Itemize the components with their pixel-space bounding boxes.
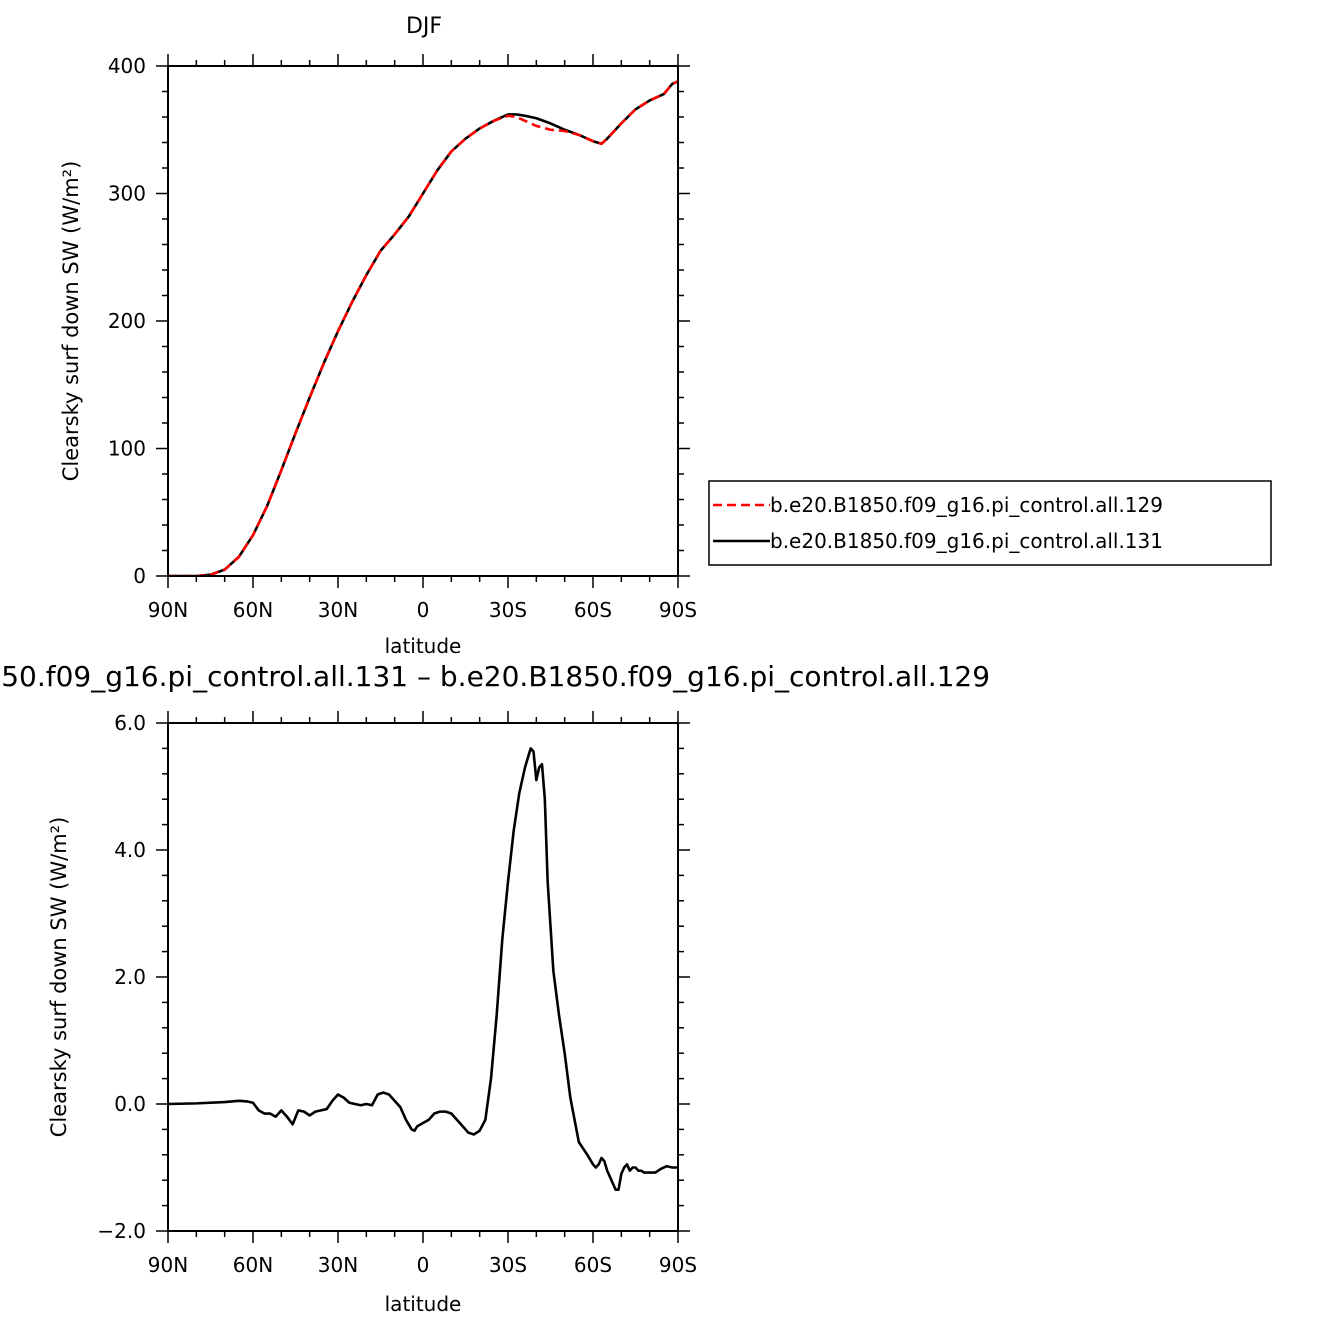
- top-chart-panel: DJF 90N 60N 30N 0 30S 60S 90S 0 100 200 300 400 lat…: [59, 14, 1272, 658]
- bottom-x-tick-label: 0: [417, 1253, 430, 1277]
- top-series-line-1: [168, 80, 678, 576]
- legend-label-131: b.e20.B1850.f09_g16.pi_control.all.131: [770, 529, 1163, 553]
- legend-label-129: b.e20.B1850.f09_g16.pi_control.all.129: [770, 493, 1163, 517]
- top-axis-ticks: 90N 60N 30N 0 30S 60S 90S 0 100 200 300 400: [108, 54, 697, 622]
- bottom-y-tick-label: 4.0: [114, 838, 146, 862]
- top-series-line-0: [168, 80, 678, 576]
- top-chart-title: DJF: [406, 14, 442, 39]
- legend: b.e20.B1850.f09_g16.pi_control.all.129 b…: [708, 480, 1272, 566]
- top-x-tick-label: 30N: [318, 598, 358, 622]
- top-plot-area: [168, 80, 678, 576]
- top-x-tick-label: 30S: [489, 598, 527, 622]
- bottom-y-tick-label: 6.0: [114, 711, 146, 735]
- bottom-axis-ticks: 90N 60N 30N 0 30S 60S 90S −2.0 0.0 2.0 4.0 6.0: [97, 711, 697, 1277]
- bottom-plot-frame: [167, 722, 679, 1232]
- top-y-axis-label: Clearsky surf down SW (W/m²): [59, 161, 83, 482]
- bottom-x-axis-label: latitude: [385, 1292, 462, 1316]
- bottom-x-tick-label: 30S: [489, 1253, 527, 1277]
- bottom-x-tick-label: 60S: [574, 1253, 612, 1277]
- legend-box: [708, 480, 1272, 566]
- bottom-y-tick-label: 0.0: [114, 1092, 146, 1116]
- bottom-x-tick-label: 90S: [659, 1253, 697, 1277]
- top-y-tick-label: 0: [133, 564, 146, 588]
- top-x-tick-label: 0: [417, 598, 430, 622]
- top-y-tick-label: 300: [108, 182, 146, 206]
- bottom-y-tick-label: 2.0: [114, 965, 146, 989]
- top-x-tick-label: 90S: [659, 598, 697, 622]
- bottom-x-tick-label: 30N: [318, 1253, 358, 1277]
- bottom-series-line-0: [168, 747, 678, 1192]
- top-x-tick-label: 60N: [233, 598, 273, 622]
- bottom-x-tick-label: 90N: [148, 1253, 188, 1277]
- bottom-y-tick-label: −2.0: [97, 1219, 146, 1243]
- top-y-tick-label: 400: [108, 54, 146, 78]
- bottom-chart-panel: b.e20.B1850.f09_g16.pi_control.all.131 –…: [0, 660, 990, 1316]
- bottom-y-axis-label: Clearsky surf down SW (W/m²): [47, 817, 71, 1138]
- top-x-axis-label: latitude: [385, 634, 462, 658]
- top-y-tick-label: 200: [108, 309, 146, 333]
- bottom-x-tick-label: 60N: [233, 1253, 273, 1277]
- bottom-chart-title: b.e20.B1850.f09_g16.pi_control.all.131 –…: [0, 660, 990, 693]
- top-y-tick-label: 100: [108, 437, 146, 461]
- bottom-plot-area: [168, 747, 678, 1192]
- top-x-tick-label: 90N: [148, 598, 188, 622]
- top-x-tick-label: 60S: [574, 598, 612, 622]
